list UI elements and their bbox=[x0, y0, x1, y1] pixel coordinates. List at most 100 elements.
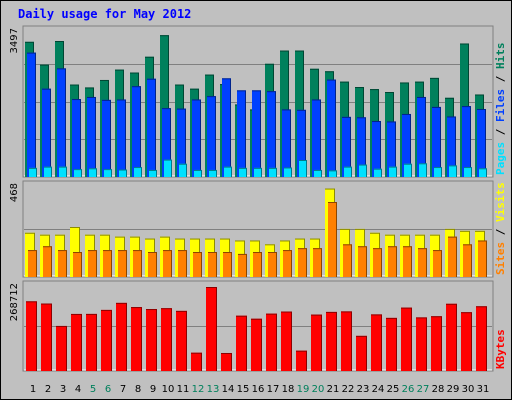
kbytes-bar-28-top bbox=[431, 316, 441, 318]
sites-bar-10-top bbox=[163, 250, 171, 252]
hits-bar-10-shadow bbox=[168, 35, 169, 178]
visits-bar-14-top bbox=[220, 238, 229, 240]
files-bar-22 bbox=[342, 116, 351, 177]
visits-bar-20-top bbox=[310, 238, 319, 240]
files-bar-13-fill bbox=[207, 96, 216, 177]
kbytes-bar-15 bbox=[236, 315, 247, 371]
hits-bar-10-top bbox=[160, 35, 168, 37]
pages-bar-1-top bbox=[29, 167, 36, 169]
sites-bar-13-fill bbox=[208, 252, 217, 277]
visits-bar-17-top bbox=[265, 244, 274, 246]
sites-bar-10-fill bbox=[163, 250, 172, 277]
sites-bar-29-shadow bbox=[456, 236, 457, 277]
files-bar-24-top bbox=[372, 121, 380, 123]
files-bar-9-shadow bbox=[155, 78, 156, 177]
visits-bar-29-top bbox=[445, 228, 454, 230]
kbytes-bar-17-fill bbox=[266, 313, 277, 371]
files-bar-2-fill bbox=[42, 88, 51, 177]
kbytes-bar-23-fill bbox=[356, 335, 367, 371]
visits-bar-2-top bbox=[40, 234, 49, 236]
sites-bar-9-top bbox=[148, 252, 156, 253]
day-label-19: 19 bbox=[297, 384, 310, 395]
sites-bar-16 bbox=[253, 252, 262, 277]
middle-legend-part: / bbox=[494, 222, 507, 242]
kbytes-bar-5-fill bbox=[86, 313, 97, 371]
hits-bar-7-top bbox=[115, 69, 123, 71]
kbytes-bar-31-top bbox=[476, 306, 486, 308]
kbytes-bar-31-fill bbox=[476, 306, 487, 371]
hits-bar-30-top bbox=[460, 43, 468, 45]
files-bar-26-fill bbox=[402, 113, 411, 177]
bottom-ymax-label: 268712 bbox=[9, 283, 20, 321]
hits-bar-10-fill bbox=[160, 35, 169, 178]
files-bar-11 bbox=[177, 108, 186, 177]
sites-bar-6-fill bbox=[103, 250, 112, 277]
kbytes-bar-13-shadow bbox=[216, 287, 217, 371]
sites-bar-2 bbox=[43, 246, 52, 277]
sites-bar-15 bbox=[238, 253, 247, 277]
pages-bar-10-top bbox=[164, 159, 171, 161]
hits-bar-6-top bbox=[100, 79, 108, 81]
sites-bar-17-top bbox=[268, 252, 276, 253]
files-bar-6 bbox=[102, 99, 111, 177]
visits-bar-27-top bbox=[415, 234, 424, 236]
sites-bar-27-top bbox=[418, 248, 426, 250]
visits-bar-21-top bbox=[325, 188, 334, 190]
sites-bar-21-fill bbox=[328, 202, 337, 277]
files-bar-5 bbox=[87, 96, 96, 177]
kbytes-bar-27-fill bbox=[416, 317, 427, 371]
sites-bar-13-shadow bbox=[216, 252, 217, 277]
top-legend-part: / bbox=[494, 69, 507, 89]
pages-bar-23-shadow bbox=[366, 164, 367, 177]
kbytes-bar-30-top bbox=[461, 312, 471, 314]
kbytes-bar-15-fill bbox=[236, 315, 247, 371]
kbytes-bar-30 bbox=[461, 312, 472, 371]
files-bar-20 bbox=[312, 99, 321, 177]
pages-bar-1 bbox=[29, 167, 37, 177]
day-label-11: 11 bbox=[177, 384, 190, 395]
files-bar-26-top bbox=[402, 113, 410, 115]
pages-bar-24-top bbox=[374, 168, 381, 170]
sites-bar-16-fill bbox=[253, 252, 262, 277]
pages-bar-27 bbox=[419, 163, 427, 177]
files-bar-23-shadow bbox=[365, 117, 366, 177]
pages-bar-16 bbox=[254, 167, 262, 177]
pages-bar-8-top bbox=[134, 167, 141, 169]
sites-bar-23-fill bbox=[358, 246, 367, 277]
files-bar-22-fill bbox=[342, 116, 351, 177]
kbytes-bar-19-shadow bbox=[306, 350, 307, 371]
day-label-30: 30 bbox=[462, 384, 475, 395]
kbytes-bar-2-shadow bbox=[51, 303, 52, 371]
pages-bar-11-shadow bbox=[186, 163, 187, 177]
sites-bar-4-fill bbox=[73, 252, 82, 277]
sites-bar-22-shadow bbox=[351, 244, 352, 277]
hits-bar-8-top bbox=[130, 72, 138, 74]
kbytes-bar-17-top bbox=[266, 313, 276, 315]
kbytes-bar-12-top bbox=[191, 352, 201, 354]
kbytes-bar-12-shadow bbox=[201, 352, 202, 371]
sites-bar-22-fill bbox=[343, 244, 352, 277]
kbytes-bar-14-fill bbox=[221, 352, 232, 371]
kbytes-bar-23 bbox=[356, 335, 367, 371]
kbytes-bar-25-top bbox=[386, 317, 396, 319]
sites-bar-3-fill bbox=[58, 250, 67, 277]
sites-bar-12 bbox=[193, 252, 202, 277]
pages-bar-25-fill bbox=[389, 166, 397, 177]
pages-bar-20-fill bbox=[314, 169, 322, 177]
sites-bar-8-fill bbox=[133, 250, 142, 277]
pages-bar-17 bbox=[269, 167, 277, 177]
sites-bar-19-shadow bbox=[306, 248, 307, 277]
visits-bar-22-top bbox=[340, 228, 349, 230]
files-bar-23-fill bbox=[357, 117, 366, 177]
sites-bar-2-shadow bbox=[51, 246, 52, 277]
hits-bar-10 bbox=[160, 35, 169, 178]
files-bar-13 bbox=[207, 96, 216, 177]
hits-bar-20-top bbox=[310, 68, 318, 70]
top-ymax-label: 3497 bbox=[9, 28, 20, 53]
files-bar-7-fill bbox=[117, 99, 126, 177]
sites-bar-28-shadow bbox=[441, 250, 442, 277]
pages-bar-10-shadow bbox=[171, 159, 172, 177]
kbytes-bar-31-shadow bbox=[486, 306, 487, 371]
day-label-10: 10 bbox=[162, 384, 175, 395]
